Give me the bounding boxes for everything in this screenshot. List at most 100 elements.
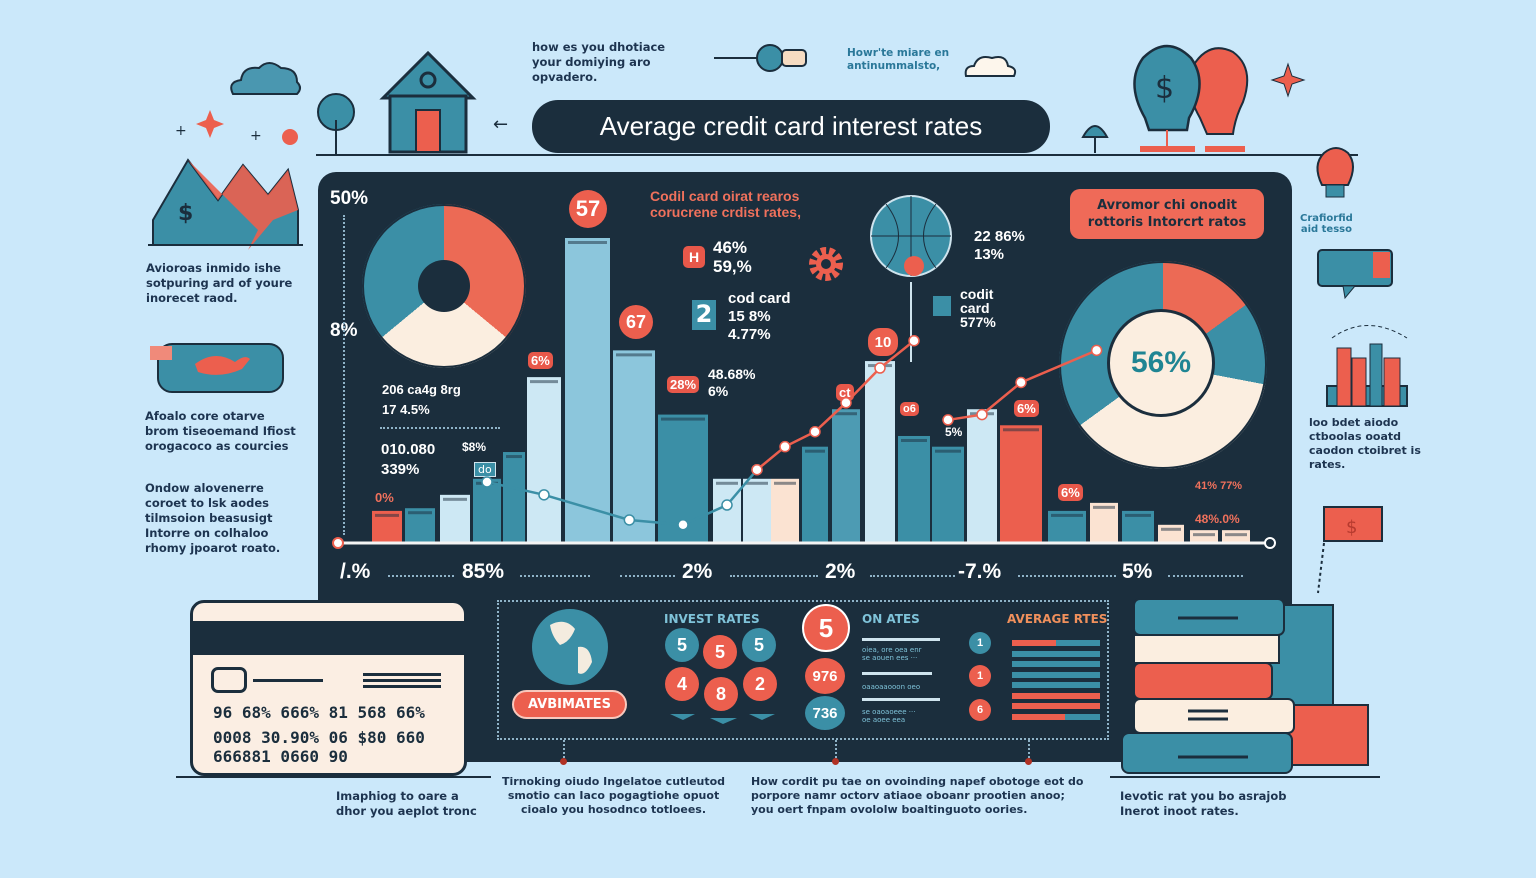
landscape-fish-icon — [150, 343, 284, 393]
avbimates-button[interactable]: AVBIMATES — [512, 690, 627, 719]
avg-rate-bar — [1012, 661, 1100, 667]
series-point — [538, 489, 550, 501]
title-rule — [316, 154, 1358, 156]
caption-left-2: Afoalo core otarve brom tiseoemand Ifios… — [145, 409, 296, 453]
stat-1: 206 ca4g 8rg 17 4.5% — [382, 382, 461, 417]
badge-67: 67 — [619, 305, 653, 339]
tag-6b: 6% — [1014, 400, 1039, 417]
bar — [1158, 524, 1184, 543]
lightbulb-dollar-icon: $ — [1133, 44, 1249, 152]
circle-976: 976 — [805, 658, 845, 694]
card-number-row: 96 68% 666% 81 568 66% — [213, 703, 425, 722]
bar-cap — [408, 511, 432, 515]
tag-ct: ct — [836, 384, 854, 401]
caption-right-bulb: Crafiorfid aid tesso — [1300, 213, 1353, 235]
invest-circle: 2 — [743, 667, 777, 701]
stat-0: 0% — [375, 490, 394, 505]
x-tick-label: /.% — [340, 560, 371, 583]
bar-cap — [1193, 533, 1215, 537]
cloud-small-icon — [964, 56, 1017, 77]
card-number-row: 666881 0660 90 — [213, 747, 348, 766]
caption-left-1: Avioroas inmido ishe sotpuring ard of yo… — [146, 261, 293, 305]
invest-circle: 5 — [665, 628, 699, 662]
small-lightbulb-icon — [1316, 147, 1354, 198]
bar-cap — [774, 481, 796, 485]
globe-text: 22 86% 13% — [974, 228, 1025, 263]
series-point — [908, 334, 920, 347]
bar-cap — [530, 380, 558, 384]
badge-10: 10 — [868, 328, 898, 356]
avg-rate-bar — [1012, 692, 1100, 699]
x-tick-label: -7.% — [958, 560, 1002, 583]
credit-card-illustration: 96 68% 666% 81 568 66% 0008 30.90% 06 $8… — [190, 600, 467, 776]
bar — [802, 446, 828, 543]
callout-box: Avromor chi onodit rottoris Intorcrt rat… — [1070, 189, 1264, 239]
series-point — [677, 519, 689, 531]
bar — [565, 238, 610, 543]
arrow-left-icon: ← — [493, 114, 509, 135]
stat-2: 010.080 339% — [381, 441, 436, 478]
chat-bubble-icon — [1317, 249, 1393, 300]
bar — [743, 478, 771, 543]
world-globe-icon — [532, 609, 608, 685]
series-point — [809, 425, 821, 438]
series-line — [756, 339, 915, 471]
on-row: oaaoaaooon oeo — [862, 683, 921, 691]
box-2: 2 — [692, 300, 716, 330]
num-circle: 1 — [969, 665, 991, 687]
bar-cap — [375, 513, 399, 517]
num-circle: 6 — [969, 699, 991, 721]
h-text: 46% 59,% — [713, 238, 752, 276]
bar — [1000, 425, 1042, 543]
invest-circle: 5 — [742, 628, 776, 662]
pin-icons — [670, 714, 775, 724]
y-label-top: 50% — [330, 188, 369, 209]
svg-text:$: $ — [178, 201, 193, 226]
on-row: oiea, ore oea enr se aouen ees ··· — [862, 646, 922, 662]
invest-circle: 8 — [704, 677, 738, 711]
bar — [832, 409, 860, 543]
bar — [440, 494, 470, 543]
avg-rate-bar — [1012, 682, 1100, 688]
svg-text:$: $ — [1155, 71, 1174, 106]
bottom-dotted-frame — [497, 600, 1109, 740]
mini-bar-chart-icon — [1326, 325, 1408, 407]
svg-text:+: + — [175, 123, 187, 139]
bar — [898, 435, 930, 543]
left-pie-hole — [418, 260, 470, 312]
svg-text:+: + — [250, 128, 262, 144]
invest-circle: 5 — [703, 635, 737, 669]
tag-6: 6% — [528, 352, 553, 369]
bar — [932, 446, 964, 543]
tag-do: do — [474, 462, 496, 477]
card-number-row: 0008 30.90% 06 $80 660 — [213, 728, 425, 747]
bar-cap — [716, 481, 738, 485]
bar — [613, 350, 655, 543]
invest-circle: 4 — [665, 667, 699, 701]
caption-top-house: how es you dhotiace your domiying aro op… — [532, 40, 666, 84]
bar-cap — [568, 241, 607, 244]
caption-bottom-mid1: Tirnoking oiudo Ingelatoe cutleutod smot… — [502, 775, 726, 816]
box-2-text: cod card 15 8% 4.77% — [728, 290, 791, 343]
big-5-circle: 5 — [802, 604, 850, 652]
invest-title: INVEST RATES — [664, 612, 760, 626]
series-point — [779, 440, 791, 453]
stat-48: 48.68% 6% — [708, 366, 756, 399]
bar-chart — [332, 238, 1276, 549]
bar-cap — [835, 412, 857, 416]
bar — [527, 377, 561, 543]
bar — [1222, 530, 1250, 543]
series-line — [947, 349, 1098, 422]
globe-icon — [870, 195, 952, 277]
bar — [503, 452, 525, 543]
small-row-2: 48%.0% — [1195, 512, 1240, 526]
bar-cap — [506, 455, 522, 459]
bar-cap — [901, 438, 927, 442]
series-point — [840, 397, 852, 409]
caption-top-key: Howr'te miare en antinummalsto, — [847, 47, 950, 72]
bar-cap — [616, 353, 652, 357]
card-chip-icon — [211, 667, 247, 693]
bar — [967, 409, 997, 543]
gear-icon — [809, 247, 843, 281]
bar-cap — [746, 481, 768, 485]
